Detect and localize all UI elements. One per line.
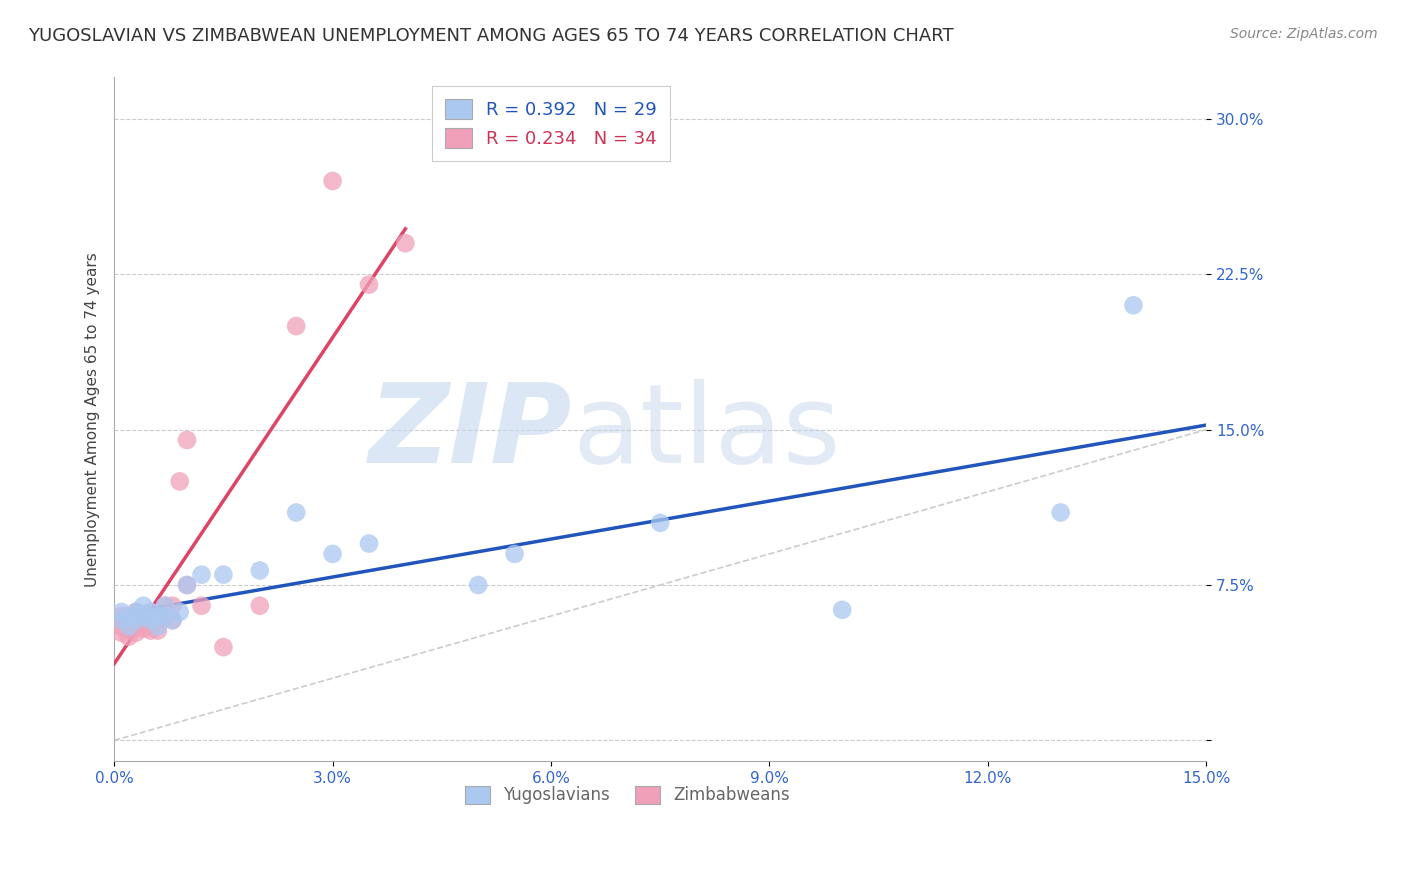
Point <box>139 624 162 638</box>
Legend: Yugoslavians, Zimbabweans: Yugoslavians, Zimbabweans <box>456 776 800 814</box>
Point <box>169 605 191 619</box>
Point <box>394 236 416 251</box>
Point <box>132 615 155 630</box>
Point <box>125 613 148 627</box>
Point <box>139 615 162 630</box>
Point <box>322 174 344 188</box>
Point <box>118 622 141 636</box>
Point <box>110 613 132 627</box>
Point <box>176 578 198 592</box>
Point <box>125 605 148 619</box>
Point <box>118 619 141 633</box>
Point <box>153 599 176 613</box>
Point <box>118 630 141 644</box>
Point <box>153 609 176 624</box>
Point <box>139 605 162 619</box>
Point <box>162 613 184 627</box>
Point <box>831 603 853 617</box>
Point <box>650 516 672 530</box>
Point <box>153 599 176 613</box>
Point <box>132 599 155 613</box>
Point <box>118 609 141 624</box>
Point <box>146 613 169 627</box>
Point <box>322 547 344 561</box>
Point <box>1049 506 1071 520</box>
Point <box>146 624 169 638</box>
Text: Source: ZipAtlas.com: Source: ZipAtlas.com <box>1230 27 1378 41</box>
Point <box>285 506 308 520</box>
Point <box>212 640 235 654</box>
Point <box>125 625 148 640</box>
Y-axis label: Unemployment Among Ages 65 to 74 years: Unemployment Among Ages 65 to 74 years <box>86 252 100 587</box>
Point <box>146 619 169 633</box>
Point <box>162 599 184 613</box>
Point <box>132 622 155 636</box>
Point <box>357 536 380 550</box>
Point <box>139 613 162 627</box>
Point <box>176 433 198 447</box>
Point <box>110 605 132 619</box>
Point <box>190 599 212 613</box>
Point <box>357 277 380 292</box>
Point <box>176 578 198 592</box>
Point <box>110 625 132 640</box>
Point <box>212 567 235 582</box>
Point <box>153 609 176 624</box>
Point <box>110 619 132 633</box>
Point <box>118 609 141 624</box>
Text: YUGOSLAVIAN VS ZIMBABWEAN UNEMPLOYMENT AMONG AGES 65 TO 74 YEARS CORRELATION CHA: YUGOSLAVIAN VS ZIMBABWEAN UNEMPLOYMENT A… <box>28 27 953 45</box>
Point <box>467 578 489 592</box>
Point <box>118 615 141 630</box>
Point <box>132 609 155 624</box>
Point <box>139 605 162 619</box>
Point <box>125 605 148 619</box>
Point <box>110 613 132 627</box>
Point <box>169 475 191 489</box>
Point <box>249 599 271 613</box>
Point <box>285 319 308 334</box>
Text: ZIP: ZIP <box>370 379 572 486</box>
Point <box>110 609 132 624</box>
Point <box>132 609 155 624</box>
Point <box>146 609 169 624</box>
Point <box>249 564 271 578</box>
Point <box>125 617 148 632</box>
Point <box>125 613 148 627</box>
Text: atlas: atlas <box>572 379 841 486</box>
Point <box>162 613 184 627</box>
Point <box>190 567 212 582</box>
Point <box>1122 298 1144 312</box>
Point <box>503 547 526 561</box>
